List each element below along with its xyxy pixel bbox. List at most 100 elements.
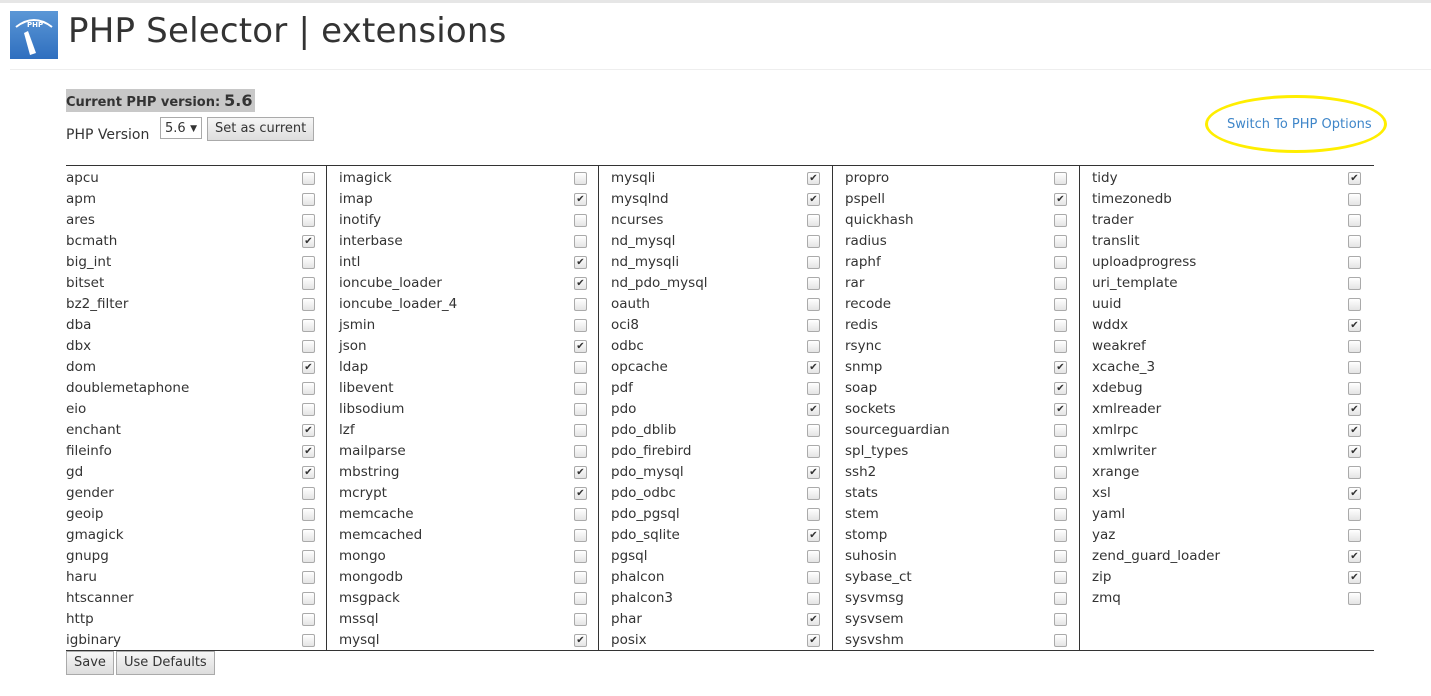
- extension-checkbox[interactable]: [302, 319, 315, 332]
- extension-checkbox[interactable]: [1054, 571, 1067, 584]
- extension-checkbox[interactable]: ✔: [574, 634, 587, 647]
- extension-checkbox[interactable]: [574, 550, 587, 563]
- extension-checkbox[interactable]: [1054, 487, 1067, 500]
- extension-checkbox[interactable]: [807, 319, 820, 332]
- extension-checkbox[interactable]: [807, 340, 820, 353]
- extension-checkbox[interactable]: ✔: [807, 361, 820, 374]
- extension-checkbox[interactable]: ✔: [1054, 361, 1067, 374]
- extension-checkbox[interactable]: [1054, 256, 1067, 269]
- extension-checkbox[interactable]: [574, 403, 587, 416]
- extension-checkbox[interactable]: [1054, 613, 1067, 626]
- extension-checkbox[interactable]: [807, 298, 820, 311]
- extension-checkbox[interactable]: [302, 529, 315, 542]
- extension-checkbox[interactable]: [302, 193, 315, 206]
- extension-checkbox[interactable]: ✔: [807, 634, 820, 647]
- extension-checkbox[interactable]: [302, 277, 315, 290]
- extension-checkbox[interactable]: [1054, 634, 1067, 647]
- extension-checkbox[interactable]: ✔: [807, 613, 820, 626]
- extension-checkbox[interactable]: [302, 403, 315, 416]
- extension-checkbox[interactable]: [1054, 340, 1067, 353]
- extension-checkbox[interactable]: ✔: [807, 466, 820, 479]
- extension-checkbox[interactable]: [1054, 508, 1067, 521]
- extension-checkbox[interactable]: [807, 235, 820, 248]
- php-version-select[interactable]: 5.6 ▼: [160, 117, 202, 139]
- extension-checkbox[interactable]: [574, 424, 587, 437]
- extension-checkbox[interactable]: ✔: [574, 487, 587, 500]
- extension-checkbox[interactable]: [807, 508, 820, 521]
- extension-checkbox[interactable]: ✔: [807, 172, 820, 185]
- extension-checkbox[interactable]: [807, 256, 820, 269]
- extension-checkbox[interactable]: [574, 592, 587, 605]
- extension-checkbox[interactable]: ✔: [302, 424, 315, 437]
- extension-checkbox[interactable]: [807, 277, 820, 290]
- extension-checkbox[interactable]: [302, 634, 315, 647]
- extension-checkbox[interactable]: [302, 550, 315, 563]
- extension-checkbox[interactable]: [807, 571, 820, 584]
- extension-checkbox[interactable]: ✔: [1348, 403, 1361, 416]
- extension-checkbox[interactable]: [302, 571, 315, 584]
- extension-checkbox[interactable]: [1054, 550, 1067, 563]
- extension-checkbox[interactable]: ✔: [1348, 445, 1361, 458]
- extension-checkbox[interactable]: [1054, 592, 1067, 605]
- extension-checkbox[interactable]: ✔: [302, 445, 315, 458]
- extension-checkbox[interactable]: [302, 592, 315, 605]
- extension-checkbox[interactable]: [302, 340, 315, 353]
- extension-checkbox[interactable]: [302, 487, 315, 500]
- extension-checkbox[interactable]: [1054, 466, 1067, 479]
- extension-checkbox[interactable]: [1054, 298, 1067, 311]
- extension-checkbox[interactable]: [1054, 277, 1067, 290]
- extension-checkbox[interactable]: ✔: [574, 193, 587, 206]
- extension-checkbox[interactable]: [302, 508, 315, 521]
- extension-checkbox[interactable]: [302, 382, 315, 395]
- extension-checkbox[interactable]: [1054, 445, 1067, 458]
- extension-checkbox[interactable]: ✔: [574, 340, 587, 353]
- extension-checkbox[interactable]: [807, 592, 820, 605]
- extension-checkbox[interactable]: [574, 319, 587, 332]
- extension-checkbox[interactable]: ✔: [574, 466, 587, 479]
- extension-checkbox[interactable]: ✔: [1054, 403, 1067, 416]
- extension-checkbox[interactable]: [1348, 298, 1361, 311]
- save-button[interactable]: Save: [66, 651, 114, 675]
- extension-checkbox[interactable]: [302, 214, 315, 227]
- use-defaults-button[interactable]: Use Defaults: [116, 651, 215, 675]
- extension-checkbox[interactable]: [574, 214, 587, 227]
- extension-checkbox[interactable]: ✔: [807, 193, 820, 206]
- extension-checkbox[interactable]: [1054, 172, 1067, 185]
- extension-checkbox[interactable]: [574, 298, 587, 311]
- extension-checkbox[interactable]: [807, 445, 820, 458]
- extension-checkbox[interactable]: ✔: [1348, 424, 1361, 437]
- extension-checkbox[interactable]: ✔: [574, 256, 587, 269]
- extension-checkbox[interactable]: ✔: [1348, 571, 1361, 584]
- extension-checkbox[interactable]: [574, 445, 587, 458]
- extension-checkbox[interactable]: [1348, 256, 1361, 269]
- extension-checkbox[interactable]: [1054, 529, 1067, 542]
- extension-checkbox[interactable]: [807, 424, 820, 437]
- extension-checkbox[interactable]: [574, 382, 587, 395]
- extension-checkbox[interactable]: [302, 613, 315, 626]
- extension-checkbox[interactable]: [574, 571, 587, 584]
- extension-checkbox[interactable]: ✔: [1348, 487, 1361, 500]
- extension-checkbox[interactable]: ✔: [302, 361, 315, 374]
- extension-checkbox[interactable]: ✔: [807, 403, 820, 416]
- extension-checkbox[interactable]: [1348, 466, 1361, 479]
- extension-checkbox[interactable]: [807, 550, 820, 563]
- extension-checkbox[interactable]: ✔: [1348, 319, 1361, 332]
- switch-to-php-options-link[interactable]: Switch To PHP Options: [1227, 117, 1372, 132]
- set-as-current-button[interactable]: Set as current: [207, 117, 315, 141]
- extension-checkbox[interactable]: [302, 298, 315, 311]
- extension-checkbox[interactable]: [1054, 424, 1067, 437]
- extension-checkbox[interactable]: [574, 172, 587, 185]
- extension-checkbox[interactable]: [302, 256, 315, 269]
- extension-checkbox[interactable]: [1054, 235, 1067, 248]
- extension-checkbox[interactable]: ✔: [302, 466, 315, 479]
- extension-checkbox[interactable]: [574, 508, 587, 521]
- extension-checkbox[interactable]: [574, 235, 587, 248]
- extension-checkbox[interactable]: ✔: [1054, 382, 1067, 395]
- extension-checkbox[interactable]: [1348, 529, 1361, 542]
- extension-checkbox[interactable]: [807, 487, 820, 500]
- extension-checkbox[interactable]: ✔: [1348, 172, 1361, 185]
- extension-checkbox[interactable]: [574, 361, 587, 374]
- extension-checkbox[interactable]: [1348, 361, 1361, 374]
- extension-checkbox[interactable]: [1348, 340, 1361, 353]
- extension-checkbox[interactable]: [1348, 592, 1361, 605]
